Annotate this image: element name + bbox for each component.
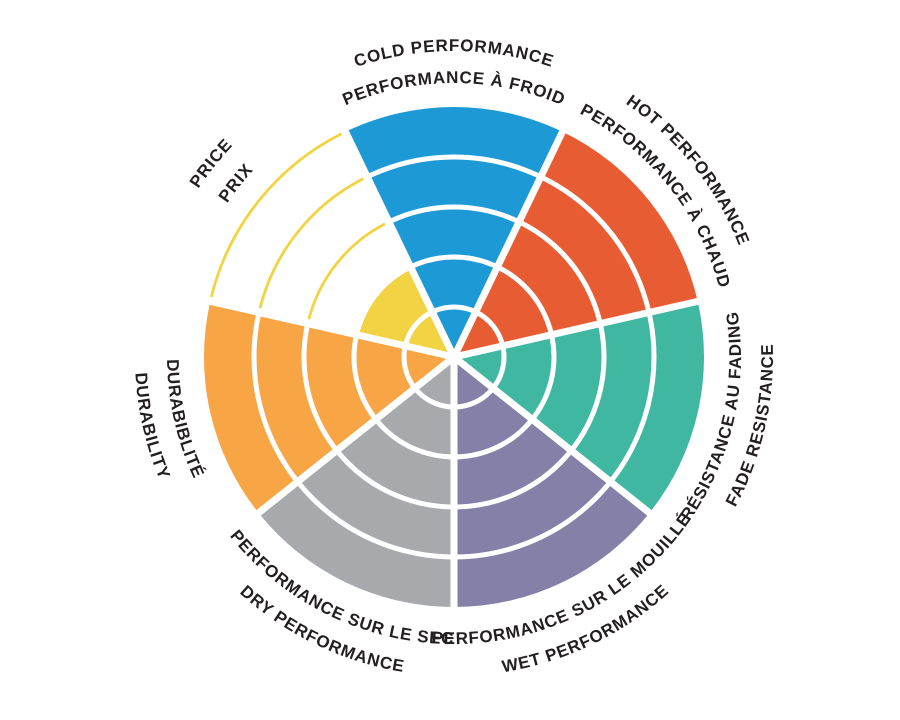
label-price-fr: PRIX [215, 160, 257, 206]
spoke-separator-3 [451, 354, 655, 519]
spoke-separator-2 [453, 297, 703, 361]
sector-cold-performance [345, 107, 563, 357]
spoke-separator-5 [253, 354, 457, 519]
label-cold-performance-fr: PERFORMANCE À FROID [340, 68, 568, 109]
sector-hot-performance [454, 131, 698, 357]
spoke-separator-6 [205, 297, 455, 361]
label-cold-performance-en: COLD PERFORMANCE [352, 36, 557, 71]
spoke-separator-1 [450, 126, 568, 359]
sector-fade-resistance [454, 301, 704, 513]
spoke-separator-0 [340, 126, 458, 359]
outline-ring-3-price [307, 222, 386, 320]
sector-durability [204, 301, 454, 513]
sector-wet-performance [454, 357, 650, 607]
outline-ring-4-price [258, 177, 364, 309]
sector-dry-performance [258, 357, 454, 607]
outline-ring-5-price [209, 132, 343, 298]
label-durability-fr: DURABIBLITÉ [163, 359, 208, 481]
